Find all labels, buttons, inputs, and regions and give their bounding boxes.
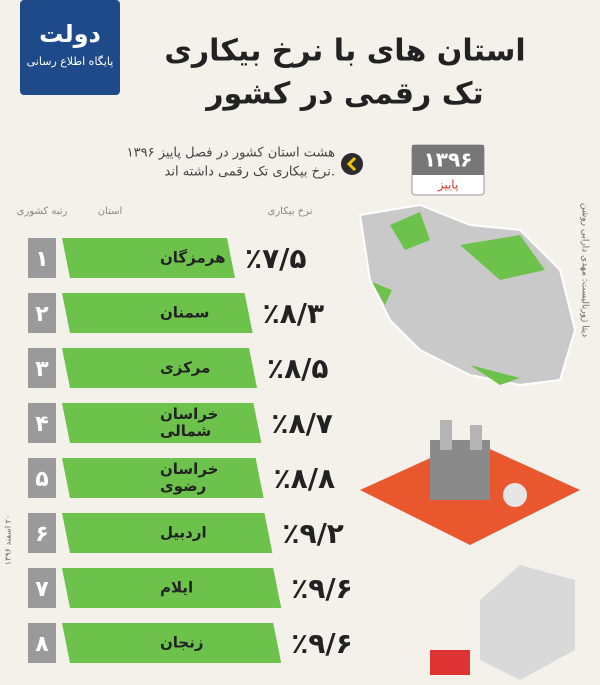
- subtitle-line: هشت استان کشور در فصل پاییز ۱۳۹۶: [127, 146, 336, 161]
- bar: [62, 348, 257, 388]
- logo-title: دولت: [39, 20, 101, 48]
- value-label: ٪۹/۲: [282, 517, 344, 550]
- rank-box: [28, 348, 56, 388]
- rank: ۷: [35, 577, 49, 602]
- calendar-top: [412, 145, 484, 175]
- rank-box: [28, 623, 56, 663]
- column-header: رتبه کشوری: [17, 206, 68, 217]
- rank: ۲: [35, 302, 49, 327]
- province: خراسان: [160, 460, 218, 478]
- bar: [62, 238, 235, 278]
- rank-box: [28, 513, 56, 553]
- province: اردبیل: [160, 524, 207, 542]
- rank: ۶: [35, 522, 48, 547]
- calendar-year: ۱۳۹۶: [424, 148, 473, 172]
- column-header: استان: [98, 206, 123, 217]
- rank-box: [28, 238, 56, 278]
- factory-tank: [503, 483, 527, 507]
- bullet-arrow: [346, 156, 357, 172]
- province: شمالی: [160, 422, 211, 440]
- rank: ۳: [35, 357, 49, 382]
- title-line: تک رقمی در کشور: [204, 77, 483, 112]
- rank: ۸: [35, 632, 49, 657]
- value-label: ٪۹/۶: [291, 572, 353, 605]
- value-label: ٪۷/۵: [245, 242, 307, 275]
- value-label: ٪۸/۸: [274, 462, 336, 495]
- title-line: استان های با نرخ بیکاری: [164, 34, 525, 69]
- bar: [62, 403, 262, 443]
- column-header: نرخ بیکاری: [268, 206, 313, 217]
- logo-subtitle: پایگاه اطلاع رسانی: [27, 55, 114, 68]
- map-highlight: [372, 212, 545, 385]
- calendar-season: پاییز: [437, 178, 459, 193]
- subtitle-line: نرخ بیکاری تک رقمی داشته اند.: [165, 165, 335, 180]
- province: زنجان: [160, 634, 204, 652]
- province: ایلام: [160, 579, 193, 597]
- rank-box: [28, 403, 56, 443]
- factory-chimney: [440, 420, 452, 450]
- bar: [62, 513, 273, 553]
- province: خراسان: [160, 405, 218, 423]
- rank-box: [28, 458, 56, 498]
- bar: [62, 458, 264, 498]
- province: رضوی: [160, 477, 206, 495]
- province: هرمزگان: [160, 249, 226, 267]
- factory-chimney: [470, 425, 482, 450]
- bar: [62, 293, 253, 333]
- truck: [430, 650, 470, 675]
- credit: دیتا ژورنالیست: مهدی دارابی روشن: [580, 203, 590, 337]
- value-label: ٪۹/۶: [291, 627, 353, 660]
- rank: ۱: [35, 247, 48, 272]
- value-label: ٪۸/۳: [263, 297, 325, 330]
- province: سمنان: [160, 304, 209, 322]
- rank: ۵: [35, 467, 48, 492]
- rank: ۴: [35, 412, 48, 437]
- logo-badge: [20, 0, 120, 95]
- bullet: [341, 153, 363, 175]
- province: مرکزی: [160, 359, 210, 377]
- value-label: ٪۸/۵: [267, 352, 329, 385]
- date: ۲۰ اسفند ۱۳۹۶: [4, 515, 13, 565]
- warehouse: [480, 565, 575, 680]
- rank-box: [28, 293, 56, 333]
- bar: [62, 568, 282, 608]
- bar: [62, 623, 282, 663]
- value-label: ٪۸/۷: [271, 407, 333, 440]
- rank-box: [28, 568, 56, 608]
